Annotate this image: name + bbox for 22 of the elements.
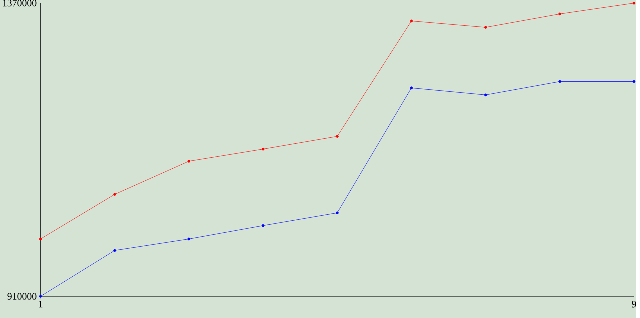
point xyxy=(114,192,116,196)
point xyxy=(410,20,414,22)
x-tick-label: 1 xyxy=(39,300,43,308)
point xyxy=(336,134,339,138)
point xyxy=(410,86,414,90)
point xyxy=(336,211,339,214)
point xyxy=(632,2,636,4)
point xyxy=(558,12,562,16)
point xyxy=(484,26,488,29)
point xyxy=(188,238,191,240)
point xyxy=(188,160,191,163)
y-tick-label: 1370000 xyxy=(3,0,37,6)
point xyxy=(632,80,636,83)
point xyxy=(39,294,42,298)
point xyxy=(484,94,488,96)
point xyxy=(114,249,116,252)
y-tick-label: 910000 xyxy=(8,293,37,300)
x-tick-label: 9 xyxy=(632,300,636,308)
point xyxy=(262,148,265,150)
point xyxy=(39,238,42,240)
point xyxy=(558,80,562,83)
point xyxy=(262,224,265,227)
